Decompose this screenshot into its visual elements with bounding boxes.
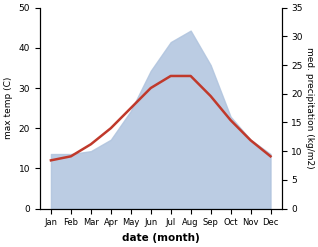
Y-axis label: max temp (C): max temp (C) <box>4 77 13 139</box>
Y-axis label: med. precipitation (kg/m2): med. precipitation (kg/m2) <box>305 47 314 169</box>
X-axis label: date (month): date (month) <box>122 233 200 243</box>
